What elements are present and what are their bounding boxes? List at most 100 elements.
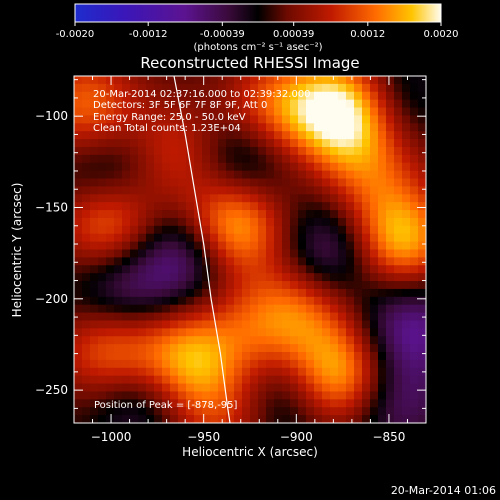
heatmap-pixel	[282, 352, 291, 361]
heatmap-pixel	[98, 383, 107, 393]
heatmap-pixel	[274, 131, 283, 140]
heatmap-pixel	[314, 257, 323, 266]
heatmap-pixel	[114, 178, 123, 188]
heatmap-pixel	[146, 210, 155, 219]
heatmap-pixel	[114, 115, 123, 124]
heatmap-pixel	[242, 123, 251, 132]
heatmap-pixel	[82, 76, 91, 85]
heatmap-pixel	[90, 123, 99, 132]
heatmap-pixel	[218, 186, 227, 195]
heatmap-pixel	[218, 288, 227, 298]
heatmap-pixel	[178, 399, 187, 408]
heatmap-pixel	[402, 162, 411, 172]
heatmap-pixel	[322, 241, 331, 251]
heatmap-pixel	[386, 296, 395, 306]
heatmap-pixel	[242, 273, 251, 282]
heatmap-pixel	[298, 202, 307, 211]
colorbar-tick-label: 0.00039	[273, 29, 314, 40]
heatmap-pixel	[250, 146, 259, 156]
heatmap-pixel	[298, 139, 307, 148]
heatmap-pixel	[90, 375, 99, 385]
heatmap-pixel	[138, 139, 147, 148]
heatmap-pixel	[362, 288, 371, 298]
heatmap-pixel	[266, 383, 275, 393]
heatmap-pixel	[394, 139, 403, 148]
heatmap-pixel	[362, 383, 371, 393]
heatmap-pixel	[194, 225, 203, 235]
heatmap-pixel	[410, 91, 419, 101]
heatmap-pixel	[266, 210, 275, 219]
heatmap-pixel	[250, 99, 259, 109]
heatmap-pixel	[370, 178, 379, 188]
heatmap-pixel	[282, 407, 291, 416]
heatmap-pixel	[178, 107, 187, 117]
heatmap-pixel	[290, 281, 299, 290]
heatmap-pixel	[258, 399, 267, 408]
heatmap-pixel	[370, 233, 379, 243]
heatmap-pixel	[170, 83, 179, 93]
heatmap-pixel	[178, 383, 187, 393]
heatmap-pixel	[162, 367, 171, 377]
heatmap-pixel	[138, 344, 147, 353]
heatmap-pixel	[410, 265, 419, 274]
heatmap-pixel	[362, 320, 371, 329]
heatmap-pixel	[354, 154, 363, 164]
heatmap-pixel	[338, 170, 347, 180]
heatmap-pixel	[354, 146, 363, 156]
heatmap-pixel	[306, 359, 315, 369]
heatmap-pixel	[274, 288, 283, 298]
heatmap-pixel	[386, 91, 395, 101]
solar-limb-curve	[173, 76, 231, 423]
heatmap-pixel	[74, 367, 83, 377]
heatmap-pixel	[298, 233, 307, 243]
heatmap-pixel	[346, 320, 355, 329]
heatmap-pixel	[394, 249, 403, 258]
heatmap-pixel	[74, 296, 83, 306]
heatmap-pixel	[202, 83, 211, 93]
heatmap-pixel	[234, 162, 243, 172]
heatmap-pixel	[354, 352, 363, 361]
heatmap-pixel	[386, 194, 395, 203]
heatmap-pixel	[162, 281, 171, 290]
heatmap-pixel	[338, 233, 347, 243]
heatmap-pixel	[418, 399, 426, 408]
heatmap-pixel	[90, 99, 99, 109]
heatmap-pixel	[130, 131, 139, 140]
heatmap-pixel	[394, 202, 403, 211]
heatmap-pixel	[114, 107, 123, 117]
heatmap-pixel	[322, 194, 331, 203]
heatmap-pixel	[178, 178, 187, 188]
heatmap-pixel	[346, 281, 355, 290]
heatmap-pixel	[314, 107, 323, 117]
heatmap-pixel	[234, 249, 243, 258]
heatmap-pixel	[314, 170, 323, 180]
heatmap-pixel	[330, 91, 339, 101]
heatmap-pixel	[274, 162, 283, 172]
heatmap-pixel	[242, 257, 251, 266]
heatmap-pixel	[306, 170, 315, 180]
heatmap-pixel	[362, 186, 371, 195]
heatmap-pixel	[322, 328, 331, 337]
heatmap-pixel	[114, 202, 123, 211]
heatmap-pixel	[178, 367, 187, 377]
heatmap-pixel	[314, 304, 323, 314]
heatmap-pixel	[346, 123, 355, 132]
heatmap-pixel	[354, 273, 363, 282]
heatmap-pixel	[130, 344, 139, 353]
heatmap-pixel	[290, 296, 299, 306]
heatmap-pixel	[98, 344, 107, 353]
heatmap-pixel	[122, 312, 131, 322]
heatmap-pixel	[90, 186, 99, 195]
heatmap-pixel	[98, 391, 107, 400]
heatmap-pixel	[346, 139, 355, 148]
x-tick-label: −850	[372, 430, 405, 444]
heatmap-pixel	[258, 367, 267, 377]
heatmap-pixel	[210, 375, 219, 385]
heatmap-pixel	[162, 225, 171, 235]
heatmap-pixel	[306, 202, 315, 211]
heatmap-pixel	[282, 233, 291, 243]
heatmap-pixel	[130, 249, 139, 258]
heatmap-pixel	[274, 281, 283, 290]
heatmap-pixel	[306, 288, 315, 298]
heatmap-pixel	[338, 217, 347, 227]
